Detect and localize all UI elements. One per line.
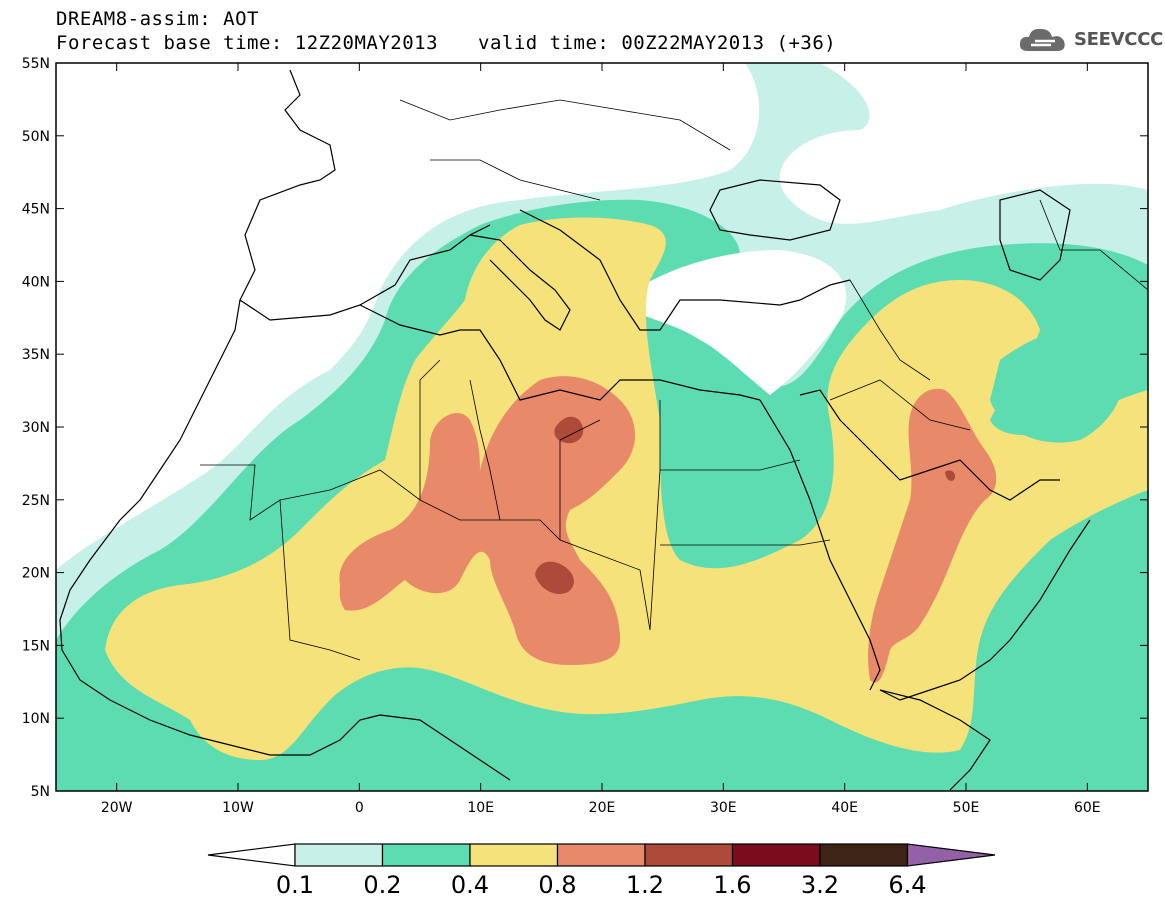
lon-tick-label: 20E xyxy=(589,800,616,816)
logo-text: SEEVCCC xyxy=(1074,28,1164,50)
colorbar-segment xyxy=(381,843,471,867)
cloud-icon xyxy=(1019,28,1065,51)
colorbar-label: 0.1 xyxy=(276,871,314,899)
lon-tick-label: 20W xyxy=(101,800,133,816)
lon-tick-label: 0 xyxy=(355,800,364,816)
lat-tick-label: 5N xyxy=(31,784,50,800)
colorbar-segment xyxy=(294,843,384,867)
colorbar-label: 0.4 xyxy=(451,871,489,899)
colorbar-segment xyxy=(644,843,734,867)
country-borders xyxy=(200,99,1148,661)
lat-tick-label: 30N xyxy=(22,420,50,436)
colorbar-label: 0.8 xyxy=(538,871,576,899)
valid-time: valid time: 00Z22MAY2013 (+36) xyxy=(478,32,837,54)
colorbar-segment xyxy=(556,843,646,867)
axis-ticks: 20W 10W 0 10E 20E 30E 40E 50E 60E 55N 50N 45N 40N 35N… xyxy=(22,56,1148,816)
lat-tick-label: 55N xyxy=(22,56,50,72)
colorbar: 0.1 0.2 0.4 0.8 1.2 1.6 3.2 6.4 xyxy=(207,843,996,899)
lat-tick-label: 50N xyxy=(22,129,50,145)
colorbar-label: 0.2 xyxy=(363,871,401,899)
colorbar-arrow-high xyxy=(906,843,996,867)
lat-tick-label: 15N xyxy=(22,638,50,654)
colorbar-segment xyxy=(819,843,909,867)
colorbar-arrow-low xyxy=(207,843,296,867)
lon-tick-label: 50E xyxy=(953,800,980,816)
lat-tick-label: 10N xyxy=(22,711,50,727)
aot-band-1.2-b xyxy=(535,561,574,595)
aot-contour-map xyxy=(56,63,1148,791)
lat-tick-label: 20N xyxy=(22,566,50,582)
lat-tick-label: 25N xyxy=(22,493,50,509)
clear-area-med xyxy=(620,250,847,395)
colorbar-label: 1.6 xyxy=(713,871,751,899)
colorbar-label: 1.2 xyxy=(626,871,664,899)
colorbar-label: 6.4 xyxy=(888,871,926,899)
seevccc-logo: SEEVCCC xyxy=(1018,22,1163,56)
lon-tick-label: 30E xyxy=(710,800,737,816)
colorbar-segment xyxy=(731,843,821,867)
map-title: DREAM8-assim: AOT xyxy=(56,8,259,30)
lon-tick-label: 10W xyxy=(222,800,254,816)
lon-tick-label: 10E xyxy=(467,800,494,816)
gulf-green-patch xyxy=(990,329,1125,443)
lat-tick-label: 45N xyxy=(22,202,50,218)
lat-tick-label: 35N xyxy=(22,347,50,363)
aot-band-1.2-c xyxy=(945,470,956,481)
lat-tick-label: 40N xyxy=(22,274,50,290)
coastlines xyxy=(59,69,1091,791)
forecast-times: Forecast base time: 12Z20MAY2013 valid ti… xyxy=(56,32,836,54)
lon-tick-label: 60E xyxy=(1074,800,1101,816)
colorbar-segment xyxy=(469,843,559,867)
base-time: Forecast base time: 12Z20MAY2013 xyxy=(56,32,439,54)
lon-tick-label: 40E xyxy=(831,800,858,816)
colorbar-label: 3.2 xyxy=(801,871,839,899)
aot-band-1.2-a xyxy=(554,416,584,444)
aot-band-0.8-arabia xyxy=(868,388,997,683)
